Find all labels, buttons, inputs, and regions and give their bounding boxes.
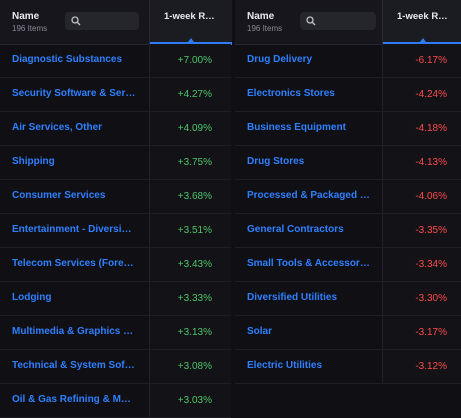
table-row[interactable]: Diversified Utilities -3.30% <box>235 282 461 316</box>
top-gainers-panel: Name 196 Items 1-week R… Diagnostic Subs… <box>0 0 232 418</box>
search-icon <box>306 16 316 26</box>
table-header: Name 196 Items 1-week R… <box>235 0 461 45</box>
industry-name-link[interactable]: Drug Delivery <box>247 54 313 65</box>
one-week-return-column-header[interactable]: 1-week R… <box>382 0 461 45</box>
table-row[interactable]: Security Software & Ser… +4.27% <box>0 78 231 112</box>
one-week-return-value: -4.13% <box>382 146 461 179</box>
table-row[interactable]: Business Equipment -4.18% <box>235 112 461 146</box>
industry-name-link[interactable]: Electric Utilities <box>247 360 323 371</box>
one-week-return-value: +4.27% <box>149 78 231 111</box>
one-week-return-value: +3.68% <box>149 180 231 213</box>
industry-name-link[interactable]: Drug Stores <box>247 156 305 167</box>
one-week-return-column-header[interactable]: 1-week R… <box>149 0 232 45</box>
one-week-return-value: +3.08% <box>149 350 231 383</box>
industry-name-link[interactable]: Small Tools & Accessori… <box>247 258 371 269</box>
table-body: Diagnostic Substances +7.00% Security Soft… <box>0 44 231 418</box>
table-row[interactable]: Shipping +3.75% <box>0 146 231 180</box>
table-row[interactable]: Processed & Packaged … -4.06% <box>235 180 461 214</box>
table-row[interactable]: Lodging +3.33% <box>0 282 231 316</box>
one-week-return-value: +3.33% <box>149 282 231 315</box>
column-label: 1-week R… <box>397 11 448 22</box>
industry-name-link[interactable]: Security Software & Ser… <box>12 88 136 99</box>
column-label: 1-week R… <box>164 11 215 22</box>
sort-indicator-icon <box>419 38 426 42</box>
industry-name-link[interactable]: Technical & System Sof… <box>12 360 135 371</box>
table-row[interactable]: Electric Utilities -3.12% <box>235 350 461 384</box>
industry-name-link[interactable]: Air Services, Other <box>12 122 103 133</box>
item-count: 196 Items <box>247 24 283 33</box>
industry-name-link[interactable]: Diagnostic Substances <box>12 54 123 65</box>
table-row[interactable]: Small Tools & Accessori… -3.34% <box>235 248 461 282</box>
industry-name-link[interactable]: Electronics Stores <box>247 88 335 99</box>
sort-active-bar <box>383 42 461 45</box>
sort-indicator-icon <box>188 38 194 42</box>
one-week-return-value: -3.12% <box>382 350 461 383</box>
table-row[interactable]: Oil & Gas Refining & Mar… +3.03% <box>0 384 231 418</box>
one-week-return-value: -6.17% <box>382 44 461 77</box>
table-row[interactable]: Consumer Services +3.68% <box>0 180 231 214</box>
table-row[interactable]: Telecom Services (Fore… +3.43% <box>0 248 231 282</box>
one-week-return-value: -4.18% <box>382 112 461 145</box>
name-column-header[interactable]: Name <box>247 11 275 22</box>
one-week-return-value: +4.09% <box>149 112 231 145</box>
one-week-return-value: -4.24% <box>382 78 461 111</box>
one-week-return-value: +3.43% <box>149 248 231 281</box>
table-row[interactable]: Electronics Stores -4.24% <box>235 78 461 112</box>
sort-active-bar <box>150 42 232 45</box>
industry-name-link[interactable]: Lodging <box>12 292 52 303</box>
industry-name-link[interactable]: Processed & Packaged … <box>247 190 370 201</box>
industry-name-link[interactable]: Entertainment - Diversi… <box>12 224 132 235</box>
item-count: 196 Items <box>12 24 48 33</box>
one-week-return-value: -3.30% <box>382 282 461 315</box>
one-week-return-value: +3.75% <box>149 146 231 179</box>
search-input[interactable] <box>300 12 376 30</box>
one-week-return-value: -3.34% <box>382 248 461 281</box>
one-week-return-value: -3.17% <box>382 316 461 349</box>
industry-name-link[interactable]: Consumer Services <box>12 190 106 201</box>
industry-name-link[interactable]: Shipping <box>12 156 55 167</box>
one-week-return-value: +7.00% <box>149 44 231 77</box>
name-column-header[interactable]: Name <box>12 11 40 22</box>
one-week-return-value: -3.35% <box>382 214 461 247</box>
one-week-return-value: -4.06% <box>382 180 461 213</box>
industry-name-link[interactable]: Multimedia & Graphics … <box>12 326 134 337</box>
table-body: Drug Delivery -6.17% Electronics Stores -4.… <box>235 44 461 384</box>
industry-name-link[interactable]: Solar <box>247 326 273 337</box>
table-row[interactable]: Air Services, Other +4.09% <box>0 112 231 146</box>
table-row[interactable]: Entertainment - Diversi… +3.51% <box>0 214 231 248</box>
table-row[interactable]: General Contractors -3.35% <box>235 214 461 248</box>
top-losers-panel: Name 196 Items 1-week R… Drug Delivery -6… <box>235 0 461 418</box>
search-input[interactable] <box>65 12 139 30</box>
table-row[interactable]: Multimedia & Graphics … +3.13% <box>0 316 231 350</box>
industry-name-link[interactable]: Oil & Gas Refining & Mar… <box>12 394 136 405</box>
table-row[interactable]: Diagnostic Substances +7.00% <box>0 44 231 78</box>
industry-name-link[interactable]: Business Equipment <box>247 122 346 133</box>
industry-name-link[interactable]: General Contractors <box>247 224 344 235</box>
industry-name-link[interactable]: Diversified Utilities <box>247 292 338 303</box>
table-header: Name 196 Items 1-week R… <box>0 0 232 45</box>
one-week-return-value: +3.13% <box>149 316 231 349</box>
table-row[interactable]: Solar -3.17% <box>235 316 461 350</box>
table-row[interactable]: Drug Delivery -6.17% <box>235 44 461 78</box>
one-week-return-value: +3.03% <box>149 384 231 417</box>
search-icon <box>71 16 81 26</box>
industry-name-link[interactable]: Telecom Services (Fore… <box>12 258 134 269</box>
table-row[interactable]: Technical & System Sof… +3.08% <box>0 350 231 384</box>
one-week-return-value: +3.51% <box>149 214 231 247</box>
table-row[interactable]: Drug Stores -4.13% <box>235 146 461 180</box>
